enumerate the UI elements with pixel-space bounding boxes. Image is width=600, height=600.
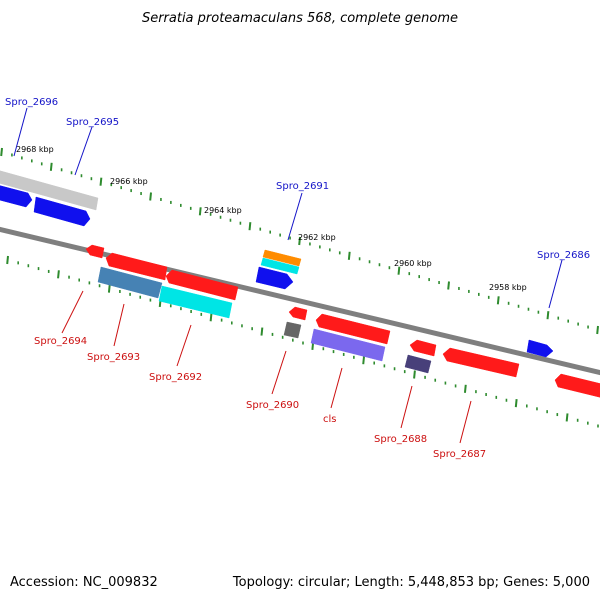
gene-spro-2690-arrow-gray[interactable]	[283, 321, 302, 339]
major-tick	[397, 266, 401, 275]
leader-spro-2692	[176, 324, 192, 367]
gene-spro-2695-arrow[interactable]	[33, 196, 91, 227]
label-spro-2695[interactable]: Spro_2695	[66, 117, 119, 128]
reverse-strand-genes	[85, 244, 600, 399]
major-tick	[596, 325, 599, 335]
major-tick	[198, 207, 202, 216]
major-tick	[546, 311, 550, 320]
label-spro-2693[interactable]: Spro_2693	[87, 352, 140, 363]
leader-spro-2690	[271, 350, 287, 395]
leader-spro-2691	[287, 192, 303, 241]
label-spro-2687[interactable]: Spro_2687	[433, 449, 486, 460]
major-tick	[413, 370, 416, 379]
gene-spro-2690-arrow-red[interactable]	[288, 306, 308, 321]
gene-edge-arrow[interactable]	[554, 373, 600, 399]
leader-spro-2693	[113, 303, 125, 347]
major-tick	[99, 177, 103, 186]
scale-label-2964: 2964 kbp	[204, 206, 242, 215]
major-tick	[463, 384, 467, 393]
gene-spro-2691-arrow-orange[interactable]	[262, 249, 302, 267]
label-spro-2694[interactable]: Spro_2694	[34, 336, 87, 347]
gene-spro-2692-arrow-cyan[interactable]	[158, 285, 233, 319]
gene-spro-2693-arrow-steel[interactable]	[97, 266, 163, 299]
gene-spro-2688-arrow-slate[interactable]	[404, 354, 432, 374]
scale-label-2968: 2968 kbp	[16, 145, 54, 154]
leader-spro-2688	[400, 385, 413, 429]
major-tick	[565, 413, 569, 422]
leader-spro-2696	[13, 107, 28, 157]
outer-scale-ticks	[0, 147, 599, 335]
leader-spro-2695	[74, 126, 93, 176]
major-tick	[347, 251, 351, 260]
major-tick	[57, 270, 60, 279]
forward-gene-labels: Spro_2696 Spro_2695 Spro_2691 Spro_2686	[5, 97, 590, 309]
reverse-gene-labels: Spro_2694 Spro_2693 Spro_2692 Spro_2690 …	[34, 290, 486, 460]
major-tick	[107, 284, 111, 293]
label-spro-2691[interactable]: Spro_2691	[276, 181, 329, 192]
major-tick	[248, 222, 252, 231]
major-tick	[149, 192, 152, 201]
gene-spro-2688-arrow-red[interactable]	[409, 339, 437, 357]
major-tick	[447, 281, 450, 290]
gene-spro-2696-arrow-blue[interactable]	[0, 183, 33, 208]
genome-summary-text: Topology: circular; Length: 5,448,853 bp…	[232, 575, 590, 590]
accession-text: Accession: NC_009832	[10, 575, 158, 590]
label-spro-2690[interactable]: Spro_2690	[246, 400, 299, 411]
gene-spro-2691-arrow-blue[interactable]	[255, 266, 294, 290]
scale-label-2958: 2958 kbp	[489, 283, 527, 292]
leader-cls	[330, 367, 343, 409]
label-spro-2696[interactable]: Spro_2696	[5, 97, 58, 108]
gene-spro-2696-arrow[interactable]	[0, 168, 99, 211]
scale-label-2962: 2962 kbp	[298, 233, 336, 242]
gene-spro-2693-arrow-red[interactable]	[105, 252, 168, 281]
major-tick	[514, 399, 518, 408]
major-tick	[49, 162, 53, 171]
scale-label-2960: 2960 kbp	[394, 259, 432, 268]
gene-spro-2694-arrow[interactable]	[85, 244, 105, 259]
label-spro-2686[interactable]: Spro_2686	[537, 250, 590, 261]
map-title: Serratia proteamaculans 568, complete ge…	[142, 11, 458, 26]
major-tick	[496, 296, 500, 305]
gene-spro-2686-arrow[interactable]	[526, 339, 554, 358]
major-tick	[298, 236, 301, 246]
major-tick	[6, 255, 9, 265]
leader-spro-2686	[548, 259, 563, 309]
gene-spro-2692-arrow-red[interactable]	[165, 269, 239, 301]
inner-scale-ticks	[6, 255, 599, 428]
major-tick	[362, 356, 366, 365]
gene-cls-arrow-violet[interactable]	[310, 328, 386, 362]
forward-strand-genes	[0, 168, 554, 358]
major-tick	[260, 327, 264, 336]
scale-label-2966: 2966 kbp	[110, 177, 148, 186]
label-spro-2692[interactable]: Spro_2692	[149, 372, 202, 383]
major-tick	[209, 313, 213, 322]
major-tick	[0, 147, 3, 157]
leader-spro-2694	[61, 290, 84, 334]
gene-cls-arrow-red[interactable]	[315, 313, 391, 345]
leader-spro-2687	[459, 400, 472, 444]
label-spro-2688[interactable]: Spro_2688	[374, 434, 427, 445]
gene-spro-2691-arrow-cyan[interactable]	[260, 257, 300, 275]
label-cls[interactable]: cls	[323, 414, 337, 425]
gene-spro-2687-arrow[interactable]	[442, 347, 520, 378]
